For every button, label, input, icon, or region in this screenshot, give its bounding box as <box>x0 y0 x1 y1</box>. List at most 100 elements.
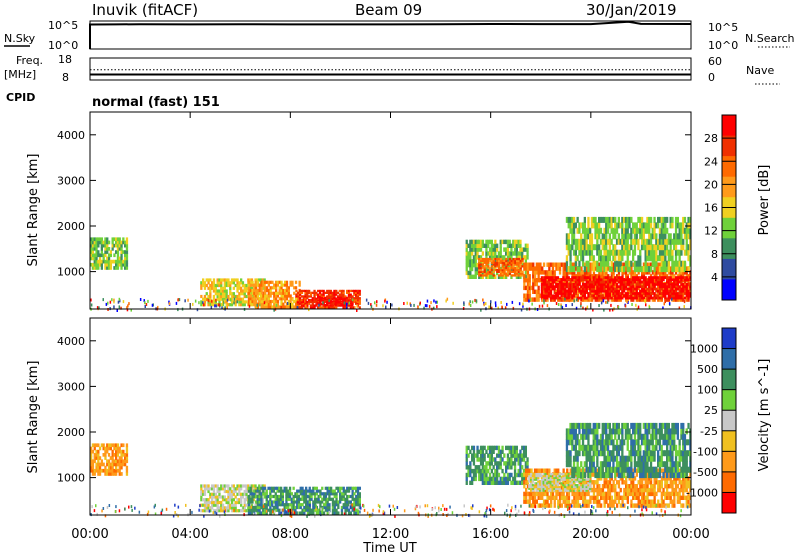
heatmap-cell <box>97 443 99 447</box>
heatmap-cell <box>101 459 103 463</box>
heatmap-cell <box>187 299 189 302</box>
heatmap-cell <box>224 300 226 303</box>
heatmap-cell <box>407 302 409 305</box>
heatmap-cell <box>106 450 108 454</box>
heatmap-cell <box>564 298 566 301</box>
heatmap-cell <box>426 304 428 307</box>
heatmap-cell <box>206 292 208 295</box>
heatmap-cell <box>677 217 679 223</box>
heatmap-cell <box>466 457 468 461</box>
heatmap-cell <box>494 457 496 461</box>
heatmap-cell <box>126 450 128 454</box>
heatmap-cell <box>120 266 122 270</box>
heatmap-cell <box>110 250 112 254</box>
heatmap-cell <box>119 237 121 241</box>
heatmap-cell <box>483 303 485 306</box>
heatmap-cell <box>452 302 454 305</box>
heatmap-cell <box>525 496 527 500</box>
heatmap-cell <box>359 306 361 308</box>
heatmap-cell <box>526 244 528 248</box>
colorbar-tick-label: 12 <box>704 225 718 238</box>
heatmap-cell <box>671 222 673 228</box>
heatmap-cell <box>538 286 540 290</box>
heatmap-cell <box>103 298 105 301</box>
heatmap-cell <box>529 290 531 294</box>
heatmap-cell <box>559 270 561 274</box>
heatmap-cell <box>557 469 559 473</box>
heatmap-cell <box>525 446 527 450</box>
heatmap-cell <box>580 266 582 270</box>
heatmap-cell <box>506 303 508 306</box>
heatmap-cell <box>474 299 476 302</box>
heatmap-cell <box>101 237 103 241</box>
heatmap-cell <box>429 305 431 308</box>
heatmap-cell <box>501 469 503 473</box>
heatmap-cell <box>510 457 512 461</box>
heatmap-cell <box>211 306 213 309</box>
heatmap-cell <box>476 453 478 457</box>
heatmap-cell <box>669 302 671 305</box>
heatmap-cell <box>97 450 99 454</box>
freq-label: Freq. <box>16 54 43 67</box>
heatmap-cell <box>128 302 130 305</box>
heatmap-cell <box>526 457 528 461</box>
heatmap-cell <box>650 222 652 228</box>
heatmap-cell <box>634 244 636 250</box>
heatmap-cell <box>215 299 217 302</box>
heatmap-cell <box>686 239 688 245</box>
heatmap-cell <box>366 299 368 302</box>
heatmap-cell <box>587 306 589 309</box>
heatmap-cell <box>112 247 114 251</box>
heatmap-cell <box>668 266 670 272</box>
heatmap-cell <box>648 228 650 234</box>
heatmap-cell <box>500 465 502 469</box>
heatmap-cell <box>536 282 538 286</box>
heatmap-cell <box>303 511 305 514</box>
heatmap-cell <box>521 271 523 273</box>
heatmap-cell <box>328 503 330 506</box>
heatmap-cell <box>466 461 468 465</box>
heatmap-cell <box>523 457 525 461</box>
heatmap-cell <box>491 453 493 457</box>
heatmap-cell <box>596 239 598 245</box>
heatmap-cell <box>126 241 128 245</box>
heatmap-cell <box>509 477 511 481</box>
heatmap-cell <box>233 484 235 487</box>
heatmap-cell <box>376 304 378 307</box>
heatmap-cell <box>126 447 128 451</box>
heatmap-cell <box>589 228 591 234</box>
heatmap-cell <box>92 250 94 254</box>
heatmap-cell <box>684 217 686 223</box>
heatmap-cell <box>496 477 498 481</box>
heatmap-cell <box>97 453 99 457</box>
heatmap-cell <box>277 300 279 303</box>
heatmap-cell <box>333 302 335 305</box>
heatmap-cell <box>117 250 119 254</box>
heatmap-cell <box>312 511 314 514</box>
heatmap-cell <box>594 217 596 223</box>
heatmap-cell <box>195 300 197 303</box>
freq-panel: Freq. [MHz] 18 8 60 0 Nave CPID normal (… <box>4 53 780 110</box>
heatmap-cell <box>598 233 600 239</box>
colorbar-segment <box>722 279 736 300</box>
heatmap-cell <box>526 251 528 255</box>
heatmap-cell <box>475 259 477 263</box>
heatmap-cell <box>609 233 611 239</box>
heatmap-cell <box>555 496 557 500</box>
heatmap-cell <box>214 304 216 307</box>
heatmap-cell <box>671 217 673 223</box>
heatmap-cell <box>346 303 348 306</box>
heatmap-cell <box>203 303 205 306</box>
heatmap-cell <box>550 503 552 507</box>
heatmap-cell <box>493 274 495 276</box>
heatmap-cell <box>598 222 600 228</box>
heatmap-cell <box>605 244 607 250</box>
heatmap-cell <box>501 450 503 454</box>
heatmap-cell <box>257 304 259 307</box>
heatmap-cell <box>227 484 229 487</box>
colorbar-segment <box>722 177 736 198</box>
power-colorbar-label: Power [dB] <box>757 165 772 236</box>
heatmap-cell <box>631 303 633 306</box>
heatmap-cell <box>548 469 550 473</box>
heatmap-cell <box>328 299 330 302</box>
